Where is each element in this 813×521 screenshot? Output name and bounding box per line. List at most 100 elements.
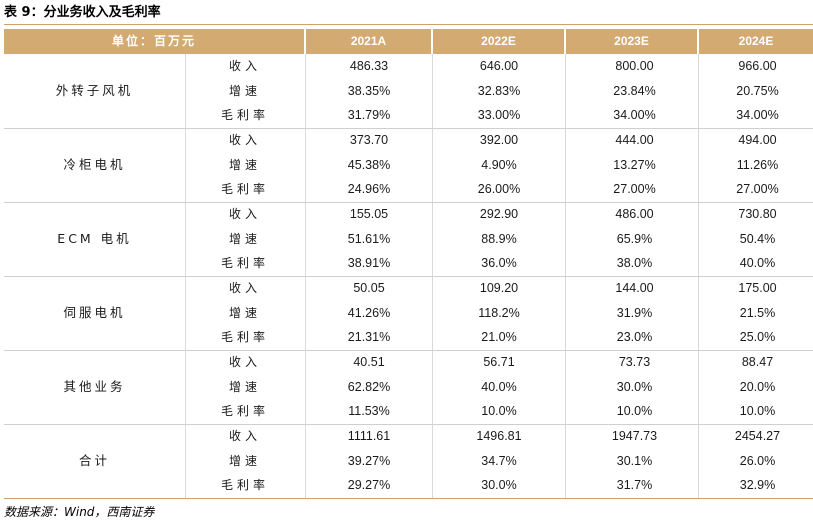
bottom-rule bbox=[4, 498, 813, 499]
value-cell: 65.9% bbox=[616, 231, 653, 246]
business-group: 外转子风机 收入 486.33 646.00 800.00 966.00 增速 38.35% 3… bbox=[4, 54, 813, 128]
value-cell: 2454.27 bbox=[734, 429, 781, 443]
table-row: 收入 486.33 646.00 800.00 966.00 bbox=[185, 54, 813, 79]
business-name: 伺服电机 bbox=[63, 305, 126, 320]
value-cell: 13.27% bbox=[613, 157, 656, 172]
business-name: 冷柜电机 bbox=[63, 157, 126, 172]
group-divider bbox=[4, 350, 813, 351]
header-year-2022e: 2022E bbox=[433, 29, 564, 54]
value-cell: 646.00 bbox=[479, 59, 519, 73]
table-row: 收入 373.70 392.00 444.00 494.00 bbox=[185, 128, 813, 153]
value-cell: 41.26% bbox=[347, 305, 391, 320]
value-cell: 50.4% bbox=[739, 231, 776, 246]
table-row: 毛利率 21.31% 21.0% 23.0% 25.0% bbox=[185, 325, 813, 350]
value-cell: 40.0% bbox=[739, 256, 776, 271]
value-cell: 73.73 bbox=[618, 355, 651, 369]
value-cell: 23.0% bbox=[616, 330, 653, 345]
group-divider bbox=[4, 424, 813, 425]
value-cell: 118.2% bbox=[478, 305, 520, 320]
table-row: 毛利率 11.53% 10.0% 10.0% 10.0% bbox=[185, 399, 813, 424]
table-row: 收入 40.51 56.71 73.73 88.47 bbox=[185, 350, 813, 375]
metric-label: 收入 bbox=[228, 133, 261, 147]
metric-label: 增速 bbox=[228, 305, 261, 320]
value-cell: 88.47 bbox=[741, 355, 774, 369]
metric-label: 增速 bbox=[228, 231, 261, 246]
metric-label: 毛利率 bbox=[220, 108, 269, 123]
value-cell: 30.0% bbox=[616, 379, 653, 394]
value-cell: 11.53% bbox=[348, 404, 390, 419]
value-cell: 730.80 bbox=[738, 207, 777, 221]
value-cell: 392.00 bbox=[479, 133, 519, 147]
value-cell: 51.61% bbox=[347, 231, 391, 246]
value-cell: 39.27% bbox=[347, 453, 391, 468]
header-year-2023e: 2023E bbox=[566, 29, 697, 54]
value-cell: 21.0% bbox=[481, 330, 517, 345]
metric-label: 增速 bbox=[228, 379, 261, 394]
header-year-2021a: 2021A bbox=[306, 29, 431, 54]
value-cell: 34.7% bbox=[481, 453, 517, 468]
value-cell: 373.70 bbox=[349, 133, 389, 147]
metric-label: 增速 bbox=[228, 157, 261, 172]
value-cell: 444.00 bbox=[615, 133, 654, 147]
header-year-2024e: 2024E bbox=[699, 29, 813, 54]
value-cell: 32.83% bbox=[477, 83, 521, 98]
value-cell: 40.0% bbox=[481, 379, 517, 394]
value-cell: 45.38% bbox=[347, 157, 391, 172]
top-rule bbox=[4, 24, 813, 25]
value-cell: 20.75% bbox=[736, 83, 779, 98]
table-row: 收入 50.05 109.20 144.00 175.00 bbox=[185, 276, 813, 301]
group-divider bbox=[4, 276, 813, 277]
value-cell: 20.0% bbox=[739, 379, 776, 394]
table-row: 毛利率 24.96% 26.00% 27.00% 27.00% bbox=[185, 177, 813, 202]
value-cell: 10.0% bbox=[616, 404, 653, 419]
value-cell: 109.20 bbox=[479, 281, 519, 295]
value-cell: 1496.81 bbox=[476, 429, 522, 443]
value-cell: 175.00 bbox=[738, 281, 777, 295]
value-cell: 486.00 bbox=[615, 207, 654, 221]
value-cell: 486.33 bbox=[349, 59, 389, 73]
value-cell: 494.00 bbox=[738, 133, 777, 147]
table-row: 毛利率 38.91% 36.0% 38.0% 40.0% bbox=[185, 251, 813, 276]
value-cell: 33.00% bbox=[477, 108, 521, 123]
value-cell: 10.0% bbox=[481, 404, 517, 419]
business-group: 冷柜电机 收入 373.70 392.00 444.00 494.00 增速 45.38% 4.… bbox=[4, 128, 813, 202]
value-cell: 88.9% bbox=[481, 231, 517, 246]
table-row: 增速 38.35% 32.83% 23.84% 20.75% bbox=[185, 79, 813, 104]
business-name: ECM 电机 bbox=[57, 231, 132, 246]
value-cell: 966.00 bbox=[738, 59, 777, 73]
business-name: 合计 bbox=[78, 453, 110, 468]
business-group: 合计 收入 1111.61 1496.81 1947.73 2454.27 增速 39.27%… bbox=[4, 424, 813, 498]
value-cell: 40.51 bbox=[353, 355, 385, 369]
table-row: 增速 39.27% 34.7% 30.1% 26.0% bbox=[185, 449, 813, 474]
table-row: 增速 62.82% 40.0% 30.0% 20.0% bbox=[185, 375, 813, 400]
value-cell: 30.1% bbox=[616, 453, 653, 468]
value-cell: 38.91% bbox=[347, 256, 391, 271]
value-cell: 31.9% bbox=[616, 305, 653, 320]
metric-label: 毛利率 bbox=[220, 256, 269, 271]
value-cell: 25.0% bbox=[739, 330, 776, 345]
header-unit: 单位：百万元 bbox=[4, 29, 304, 54]
value-cell: 27.00% bbox=[736, 182, 779, 197]
metric-label: 毛利率 bbox=[220, 404, 269, 419]
metric-label: 毛利率 bbox=[220, 182, 269, 197]
business-name: 其他业务 bbox=[63, 379, 126, 394]
value-cell: 26.0% bbox=[739, 453, 776, 468]
value-cell: 29.27% bbox=[347, 478, 391, 493]
group-divider bbox=[4, 128, 813, 129]
table-row: 毛利率 29.27% 30.0% 31.7% 32.9% bbox=[185, 473, 813, 498]
value-cell: 11.26% bbox=[736, 157, 779, 172]
metric-label: 毛利率 bbox=[220, 478, 269, 493]
value-cell: 10.0% bbox=[739, 404, 776, 419]
value-cell: 38.35% bbox=[347, 83, 391, 98]
value-cell: 144.00 bbox=[615, 281, 654, 295]
business-group: ECM 电机 收入 155.05 292.90 486.00 730.80 增速 51.61%… bbox=[4, 202, 813, 276]
metric-label: 收入 bbox=[228, 59, 261, 73]
value-cell: 4.90% bbox=[481, 157, 517, 172]
metric-label: 增速 bbox=[228, 453, 261, 468]
table-row: 增速 45.38% 4.90% 13.27% 11.26% bbox=[185, 153, 813, 178]
value-cell: 292.90 bbox=[479, 207, 519, 221]
metric-label: 收入 bbox=[228, 429, 261, 443]
value-cell: 32.9% bbox=[739, 478, 776, 493]
business-group: 其他业务 收入 40.51 56.71 73.73 88.47 增速 62.82% 40.0% 3… bbox=[4, 350, 813, 424]
value-cell: 36.0% bbox=[481, 256, 517, 271]
